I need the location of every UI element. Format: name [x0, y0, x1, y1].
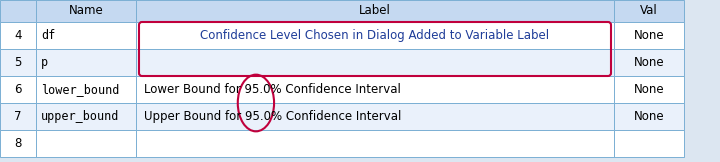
Text: None: None: [634, 29, 665, 42]
Text: Upper Bound for 95.0% Confidence Interval: Upper Bound for 95.0% Confidence Interva…: [144, 110, 401, 123]
Bar: [0, 130, 36, 157]
Bar: [0, 76, 36, 103]
Bar: [614, 0, 684, 22]
Bar: [136, 49, 614, 76]
Text: lower_bound: lower_bound: [41, 83, 120, 96]
Text: None: None: [634, 56, 665, 69]
Text: 5: 5: [14, 56, 22, 69]
Text: Name: Name: [68, 5, 104, 17]
Bar: [0, 0, 36, 22]
Bar: [136, 130, 614, 157]
Bar: [36, 103, 136, 130]
Text: upper_bound: upper_bound: [41, 110, 120, 123]
Text: Val: Val: [640, 5, 658, 17]
Bar: [614, 22, 684, 49]
Text: 8: 8: [14, 137, 22, 150]
Bar: [0, 22, 36, 49]
Bar: [136, 0, 614, 22]
Bar: [36, 22, 136, 49]
Bar: [0, 49, 36, 76]
Text: Confidence Level Chosen in Dialog Added to Variable Label: Confidence Level Chosen in Dialog Added …: [200, 29, 549, 42]
Bar: [36, 49, 136, 76]
Bar: [614, 130, 684, 157]
Text: Lower Bound for 95.0% Confidence Interval: Lower Bound for 95.0% Confidence Interva…: [144, 83, 401, 96]
Text: 7: 7: [14, 110, 22, 123]
Text: df: df: [41, 29, 55, 42]
Bar: [36, 130, 136, 157]
Bar: [0, 103, 36, 130]
Text: None: None: [634, 110, 665, 123]
Bar: [36, 76, 136, 103]
Bar: [136, 76, 614, 103]
Bar: [614, 76, 684, 103]
Text: None: None: [634, 83, 665, 96]
Text: Label: Label: [359, 5, 391, 17]
Text: 4: 4: [14, 29, 22, 42]
Bar: [614, 49, 684, 76]
Bar: [136, 22, 614, 49]
Bar: [136, 103, 614, 130]
Text: 6: 6: [14, 83, 22, 96]
Bar: [36, 0, 136, 22]
Bar: [614, 103, 684, 130]
Text: p: p: [41, 56, 48, 69]
